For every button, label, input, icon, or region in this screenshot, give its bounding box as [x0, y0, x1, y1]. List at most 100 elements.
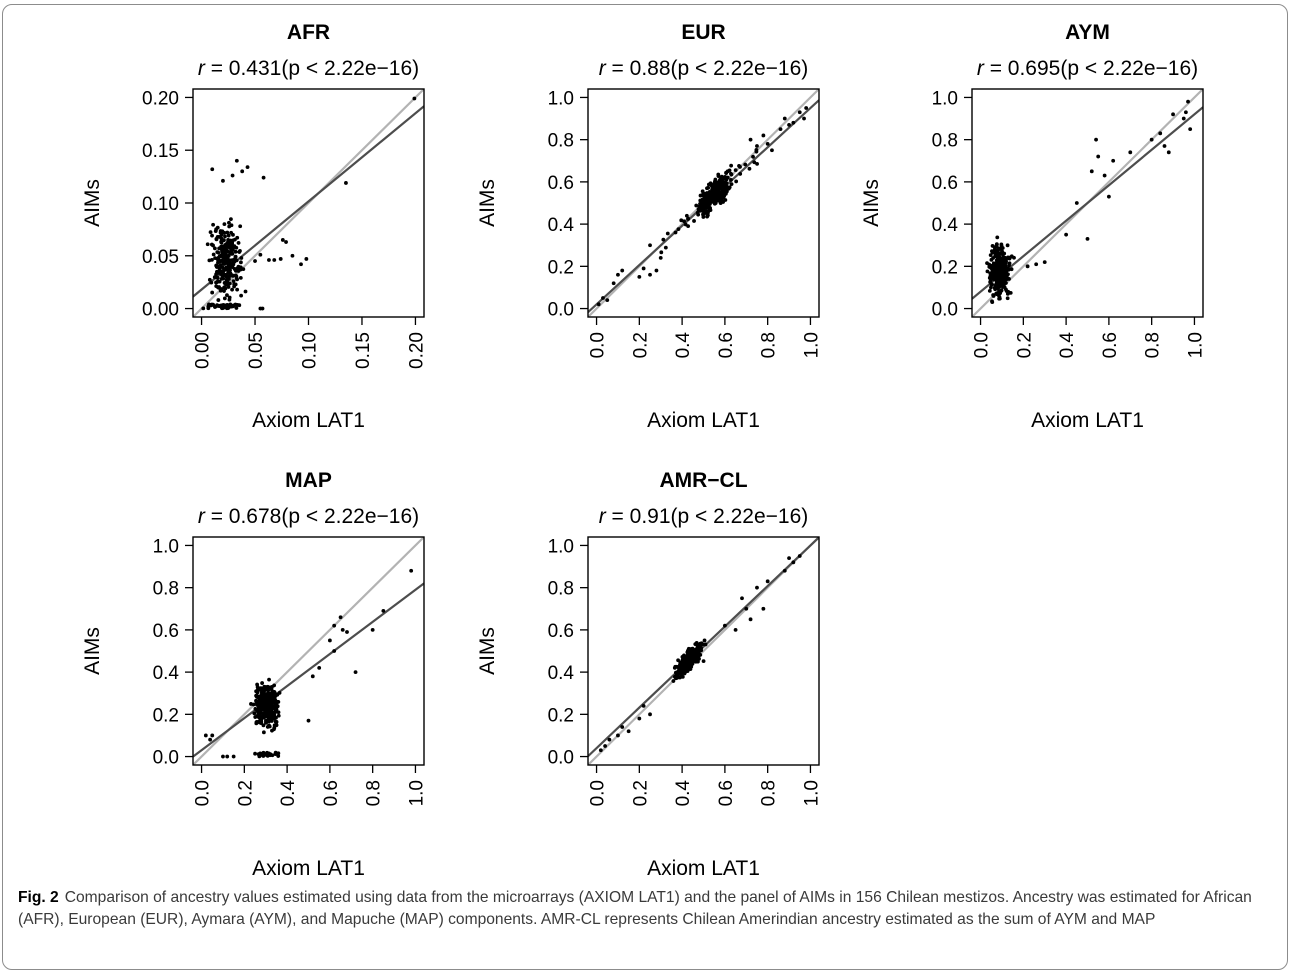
data-point: [1111, 158, 1116, 163]
y-tick-label: 0.6: [548, 621, 574, 642]
data-point: [648, 272, 652, 277]
panel-afr: AFR r = 0.431(p < 2.22e−16) 0.00 0.05 0.10 0.…: [81, 21, 427, 432]
data-point: [239, 293, 244, 298]
y-axis-label: AIMs: [81, 179, 104, 227]
data-point: [220, 229, 225, 234]
data-point: [219, 240, 224, 245]
data-point: [995, 235, 1000, 240]
data-point: [234, 158, 239, 163]
y-tick-label: 0.15: [142, 141, 179, 162]
data-point: [234, 276, 239, 281]
data-point: [726, 186, 731, 191]
data-point: [225, 293, 229, 298]
data-point: [616, 733, 620, 738]
data-point: [206, 306, 211, 311]
data-point: [989, 282, 994, 287]
data-point: [693, 652, 698, 657]
figure-frame: [2, 4, 1288, 970]
panel-aym: AYM r = 0.695(p < 2.22e−16) 0.0 0.2 0.4 0.6 0.…: [860, 21, 1206, 432]
y-tick-label: 0.6: [153, 621, 179, 642]
data-point: [233, 255, 238, 259]
y-tick-label: 1.0: [548, 88, 574, 109]
data-point: [254, 700, 259, 705]
data-point: [1166, 150, 1171, 155]
x-tick-label: 0.20: [406, 332, 427, 369]
y-tick-label: 0.4: [548, 215, 575, 236]
y-tick-label: 0.4: [153, 663, 180, 684]
x-tick-label: 0.8: [364, 780, 385, 806]
plot-frame: [587, 536, 820, 766]
data-point: [598, 748, 603, 753]
data-point: [707, 205, 711, 210]
y-tick-label: 0.0: [548, 300, 574, 321]
data-point: [208, 303, 213, 308]
data-point: [1006, 255, 1010, 260]
data-point: [261, 712, 266, 717]
data-point: [659, 250, 664, 255]
y-tick-label: 1.0: [153, 536, 179, 557]
data-point: [284, 240, 288, 244]
data-point: [751, 154, 755, 159]
data-point: [310, 674, 315, 679]
data-point: [680, 671, 685, 675]
x-tick-label: 0.0: [588, 332, 609, 358]
data-point: [705, 214, 710, 219]
data-point: [754, 149, 759, 154]
x-tick-label: 0.2: [630, 332, 651, 358]
data-point: [239, 260, 243, 265]
data-point: [264, 718, 268, 723]
data-point: [216, 250, 221, 255]
x-axis-label: Axiom LAT1: [647, 857, 760, 880]
x-tick-label: 0.6: [1100, 332, 1121, 358]
data-point: [684, 655, 689, 659]
data-point: [701, 215, 706, 219]
data-point: [705, 197, 710, 202]
data-point: [995, 260, 999, 264]
data-point: [995, 268, 1000, 273]
data-point: [601, 296, 605, 300]
data-point: [253, 751, 257, 756]
data-point: [221, 754, 225, 759]
data-point: [227, 281, 232, 286]
data-point: [210, 233, 214, 238]
data-point: [230, 273, 235, 278]
data-point: [233, 302, 238, 307]
x-tick-label: 0.0: [193, 780, 214, 806]
data-point: [637, 716, 642, 721]
data-point: [729, 172, 734, 177]
data-point: [740, 596, 744, 601]
data-point: [272, 713, 277, 718]
data-point: [714, 192, 719, 197]
data-point: [229, 251, 234, 256]
data-point: [267, 701, 271, 705]
data-point: [1025, 264, 1030, 269]
data-point: [224, 248, 229, 253]
data-point: [276, 751, 281, 756]
data-point: [1171, 112, 1175, 117]
data-point: [729, 163, 734, 168]
data-point: [229, 217, 233, 222]
x-tick-label: 0.6: [716, 332, 737, 358]
data-point: [273, 707, 278, 712]
data-point: [223, 234, 227, 239]
data-point: [224, 278, 229, 282]
data-point: [724, 181, 729, 186]
data-point: [256, 712, 261, 717]
data-point: [267, 691, 272, 696]
data-point: [332, 623, 337, 628]
data-point: [381, 608, 386, 613]
correlation-label: r = 0.88(p < 2.22e−16): [599, 57, 809, 80]
data-point: [230, 248, 235, 252]
data-point: [701, 659, 706, 664]
data-point: [214, 237, 219, 242]
data-point: [804, 106, 809, 110]
data-point: [220, 265, 225, 270]
data-point: [229, 223, 234, 228]
data-point: [221, 276, 226, 281]
data-point: [998, 266, 1003, 271]
data-point: [267, 724, 272, 729]
data-point: [210, 167, 215, 172]
data-point: [275, 704, 280, 709]
data-point: [711, 191, 715, 195]
data-point: [262, 684, 267, 689]
